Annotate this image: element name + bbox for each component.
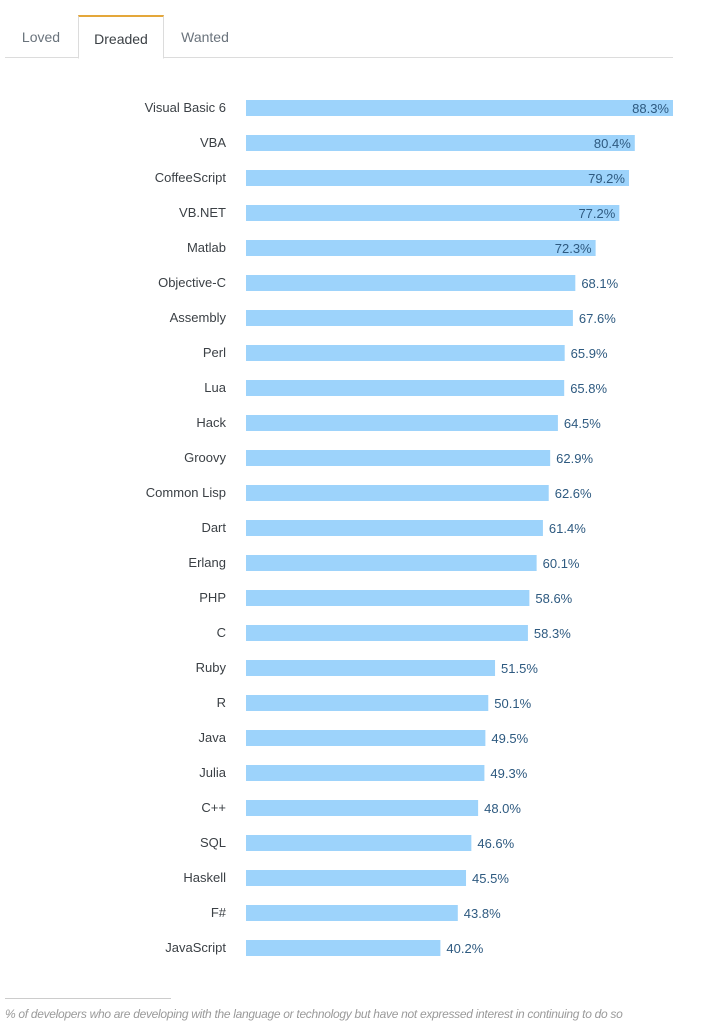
value-label: 80.4% [594,136,631,151]
value-label: 48.0% [484,801,521,816]
bar [246,415,558,431]
category-label: Assembly [170,310,227,325]
category-label: Julia [199,765,227,780]
category-label: C++ [201,800,226,815]
bar [246,240,596,256]
bar [246,765,485,781]
footnote: % of developers who are developing with … [5,1007,623,1021]
value-label: 49.5% [491,731,528,746]
bar [246,170,629,186]
category-label: Common Lisp [146,485,226,500]
bar [246,940,441,956]
category-label: CoffeeScript [155,170,227,185]
bar [246,485,549,501]
value-label: 77.2% [578,206,615,221]
bar [246,590,530,606]
bar [246,660,496,676]
value-label: 50.1% [494,696,531,711]
value-label: 46.6% [477,836,514,851]
bar-chart: Visual Basic 6 88.3% VBA 80.4% CoffeeScript 7… [145,100,673,956]
category-label: Visual Basic 6 [145,100,226,115]
bar [246,275,576,291]
category-label: Erlang [188,555,226,570]
bar [246,625,528,641]
category-label: Lua [204,380,226,395]
value-label: 64.5% [564,416,601,431]
value-label: 88.3% [632,101,669,116]
bar [246,730,486,746]
value-label: 67.6% [579,311,616,326]
category-label: Java [199,730,227,745]
category-label: VB.NET [179,205,226,220]
bar [246,345,565,361]
bar [246,205,620,221]
category-label: C [217,625,226,640]
value-label: 79.2% [588,171,625,186]
bar [246,380,565,396]
category-label: VBA [200,135,226,150]
bar [246,100,673,116]
bar [246,695,489,711]
category-label: Perl [203,345,226,360]
bar [246,555,537,571]
category-label: Groovy [184,450,226,465]
value-label: 65.8% [570,381,607,396]
category-label: Dart [201,520,226,535]
footnote-divider [5,998,171,999]
bar [246,800,479,816]
value-label: 72.3% [555,241,592,256]
value-label: 40.2% [446,941,483,956]
value-label: 43.8% [464,906,501,921]
category-label: Haskell [183,870,226,885]
value-label: 61.4% [549,521,586,536]
bar [246,450,551,466]
bar [246,135,635,151]
tab-loved[interactable]: Loved [21,29,61,45]
tab-bar: Loved Dreaded Wanted [5,15,673,59]
category-label: R [217,695,226,710]
value-label: 60.1% [543,556,580,571]
value-label: 51.5% [501,661,538,676]
value-label: 45.5% [472,871,509,886]
bar [246,905,458,921]
bar [246,520,543,536]
bar [246,835,472,851]
bar [246,870,467,886]
category-label: JavaScript [165,940,226,955]
value-label: 62.9% [556,451,593,466]
category-label: Ruby [196,660,227,675]
value-label: 65.9% [571,346,608,361]
category-label: Objective-C [158,275,226,290]
category-label: PHP [199,590,226,605]
bar [246,310,573,326]
category-label: SQL [200,835,226,850]
value-label: 58.3% [534,626,571,641]
category-label: F# [211,905,227,920]
category-label: Matlab [187,240,226,255]
value-label: 49.3% [490,766,527,781]
category-label: Hack [196,415,226,430]
value-label: 68.1% [581,276,618,291]
value-label: 62.6% [555,486,592,501]
tab-dreaded[interactable]: Dreaded [78,15,164,59]
tab-wanted[interactable]: Wanted [181,29,229,45]
value-label: 58.6% [535,591,572,606]
